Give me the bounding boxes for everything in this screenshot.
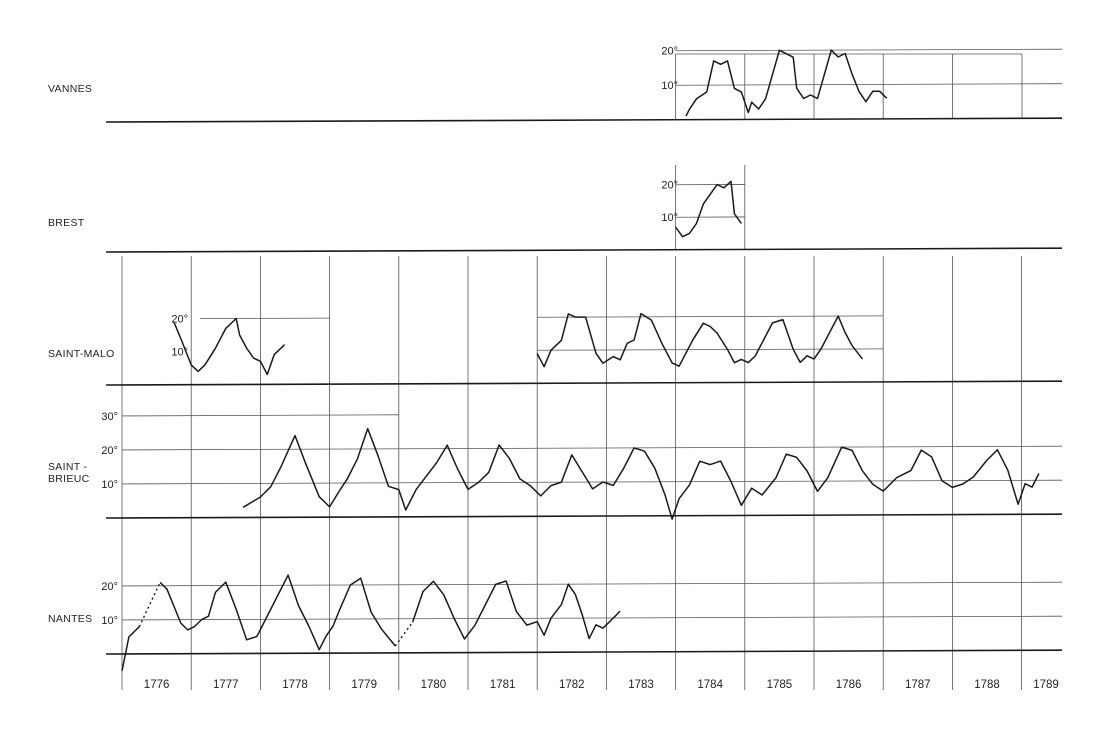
temperature-curve [173,317,286,376]
tick-label: 20° [661,180,678,192]
year-label: 1781 [490,679,516,691]
baseline-saint-malo [105,380,1063,386]
temperature-curve [121,626,140,672]
tick-label: 20° [101,445,118,457]
year-label: 1789 [1033,679,1059,691]
station-label: VANNES [48,83,92,95]
tick-label: 10° [661,80,678,92]
year-label: 1787 [905,679,931,691]
temperature-curve [159,574,396,651]
tick-label: 10° [661,212,678,224]
year-label: 1777 [213,679,239,691]
year-label: 1779 [351,679,377,691]
station-label: NANTES [48,613,92,625]
gridline-10 [121,615,1063,621]
year-label: 1776 [144,679,170,691]
year-label: 1788 [974,679,1000,691]
baseline-saint-brieuc [105,513,1063,519]
tick-label: 30° [101,411,118,423]
station-label: BRIEUC [48,473,90,485]
gridline-20 [537,315,884,318]
temperature-curve [685,49,888,117]
year-label: 1783 [628,679,654,691]
tick-label: 20° [661,46,678,58]
gridline-10 [675,83,1063,86]
year-label: 1785 [767,679,793,691]
year-label: 1780 [421,679,447,691]
gridline-30 [121,414,399,417]
year-label: 1782 [559,679,585,691]
year-label: 1784 [697,679,723,691]
baseline-nantes [105,649,1063,655]
tick-label: 20° [101,581,118,593]
gridline-10 [537,348,884,351]
gridline-20 [121,581,1063,587]
year-label: 1778 [282,679,308,691]
temperature-curve [674,180,742,238]
tick-label: 10° [101,615,118,627]
year-label: 1786 [836,679,862,691]
temperature-curve [411,580,621,640]
temperature-curve [536,312,863,368]
interpolated-segment [394,621,414,647]
gridline-10 [121,479,1063,485]
tick-label: 10° [101,479,118,491]
curve-layer [121,49,1040,672]
gridline-20 [199,317,330,320]
label-layer: 10° 20° VANNES 10° 20° BREST 10° 20° SAINT-MALO 1… [48,46,1059,691]
gridline-20 [121,445,1063,451]
grid-layer [121,48,1063,690]
baseline-layer [105,117,1063,655]
tick-label: 20° [171,314,188,326]
interpolated-segment [138,582,161,627]
station-label: SAINT-MALO [48,348,115,360]
gridline-20 [675,48,1063,52]
station-label: SAINT - [48,461,87,473]
temperature-curve [242,427,1040,520]
baseline-brest [105,247,1063,253]
tick-label: 10° [171,347,188,359]
station-label: BREST [48,217,85,229]
baseline-vannes [105,117,1063,123]
